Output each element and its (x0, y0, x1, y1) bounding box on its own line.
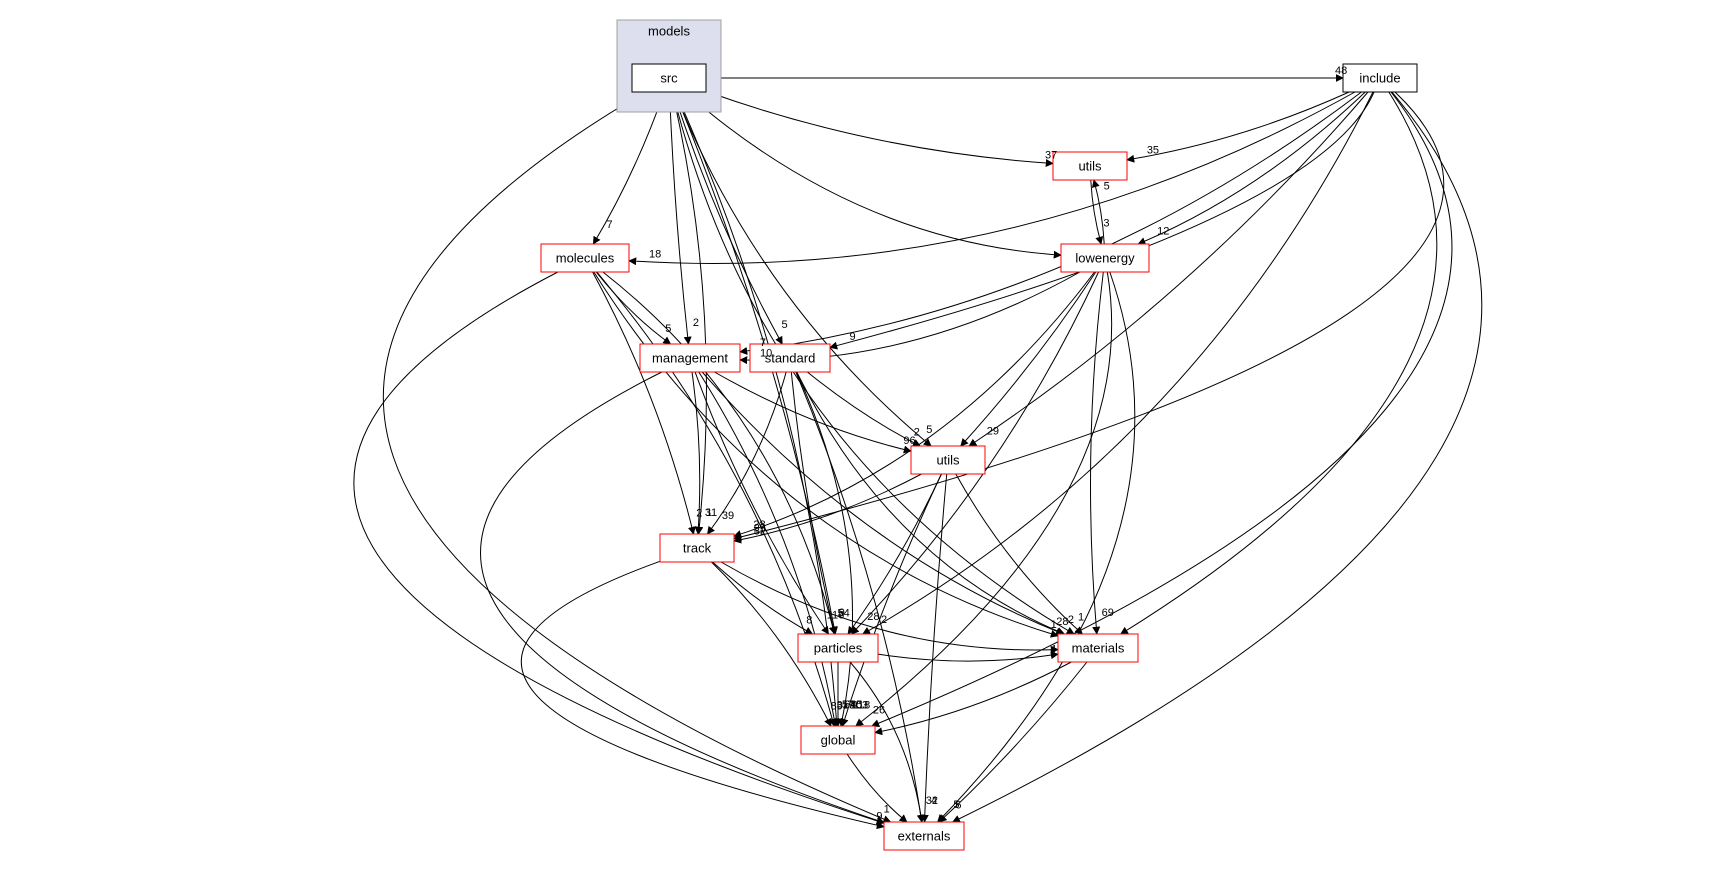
edge-include-externals (953, 92, 1482, 822)
edge-label-utils1-lowenergy: 3 (1103, 218, 1109, 230)
node-label-standard: standard (765, 350, 816, 365)
edge-label-particles-materials: 4 (1050, 643, 1056, 655)
node-label-utils1: utils (1078, 158, 1102, 173)
edge-label-include-molecules: 18 (649, 249, 661, 261)
edge-label-standard-particles: 54 (837, 607, 849, 619)
edge-label-utils2-track: 32 (754, 525, 766, 537)
edge-include-global (872, 92, 1452, 726)
cluster-label: models (648, 23, 690, 38)
edge-label-utils2-externals: 4 (931, 795, 937, 807)
edge-label-standard-track: 39 (722, 510, 734, 522)
edge-label-materials-externals: 6 (955, 799, 961, 811)
edge-utils2-global (842, 474, 941, 726)
edge-include-management (740, 92, 1362, 352)
edge-label-standard-utils2: 2 (914, 427, 920, 439)
edge-materials-global (875, 662, 1071, 733)
edge-utils2-externals (925, 474, 947, 822)
edge-label-src-materials: 2 (1068, 614, 1074, 626)
edge-molecules-materials (594, 272, 1058, 636)
edge-label-track-externals: 9 (876, 811, 882, 823)
edge-label-utils2-materials: 1 (1078, 612, 1084, 624)
edge-label-lowenergy-global: 26 (873, 704, 885, 716)
edge-lowenergy-materials (1090, 272, 1103, 634)
edge-include-utils2 (969, 92, 1368, 446)
edge-label-src-management: 2 (693, 317, 699, 329)
edge-lowenergy-track (734, 272, 1095, 536)
node-label-utils2: utils (936, 452, 960, 467)
edge-utils2-particles (848, 474, 941, 634)
node-label-global: global (821, 732, 856, 747)
dependency-graph: models src include utils molecules lowenergy m… (0, 0, 1728, 873)
edge-molecules-management (596, 272, 670, 344)
node-label-management: management (652, 350, 728, 365)
edge-label-include-utils2: 29 (987, 425, 999, 437)
edge-label-src-molecules: 7 (606, 219, 612, 231)
edge-include-utils1 (1127, 92, 1349, 160)
edge-include-materials (1121, 92, 1437, 634)
edge-src-management (670, 92, 689, 344)
node-label-externals: externals (898, 828, 951, 843)
edge-molecules-particles (603, 272, 835, 634)
edge-label-management-track: 31 (705, 507, 717, 519)
edge-label-particles-global: 645 (844, 699, 862, 711)
node-label-lowenergy: lowenergy (1075, 250, 1135, 265)
edge-molecules-track (593, 272, 694, 534)
edge-standard-track (707, 372, 786, 534)
edge-label-src-utils2: 5 (926, 424, 932, 436)
edge-label-molecules-management: 5 (665, 323, 671, 335)
node-label-materials: materials (1072, 640, 1125, 655)
edge-label-src-utils1: 37 (1045, 150, 1057, 162)
edge-label-lowenergy-management: 10 (760, 347, 772, 359)
edge-label-include-standard: 9 (850, 331, 856, 343)
node-label-include: include (1359, 70, 1400, 85)
edge-materials-externals (939, 662, 1087, 822)
node-label-src: src (660, 70, 678, 85)
edge-label-lowenergy-materials: 69 (1102, 607, 1114, 619)
edge-src-molecules (593, 92, 664, 244)
edge-src-utils2 (675, 92, 931, 446)
edge-label-include-utils1: 35 (1147, 145, 1159, 157)
edge-label-src-include: 48 (1335, 65, 1347, 77)
edge-label-track-global: 89 (831, 700, 843, 712)
edge-label-lowenergy-particles: 28 (867, 611, 879, 623)
edge-src-utils1 (706, 91, 1053, 163)
edge-label-include-lowenergy: 12 (1157, 226, 1169, 238)
edge-label-management-materials: 28 (1056, 616, 1068, 628)
edge-lowenergy-externals (938, 272, 1135, 822)
edge-include-molecules (629, 92, 1355, 264)
edge-label-molecules-track: 2 (696, 507, 702, 519)
edge-src-lowenergy (685, 92, 1061, 255)
edge-label-lowenergy-utils1: 5 (1104, 180, 1110, 192)
edge-src-externals (383, 92, 890, 822)
edge-label-include-particles: 2 (881, 614, 887, 626)
node-label-molecules: molecules (556, 250, 615, 265)
edge-label-track-particles: 8 (806, 614, 812, 626)
edge-track-particles (713, 562, 813, 634)
edge-label-src-standard: 5 (781, 319, 787, 331)
node-label-track: track (683, 540, 712, 555)
edge-label-src-externals: 1 (884, 804, 890, 816)
node-label-particles: particles (814, 640, 863, 655)
